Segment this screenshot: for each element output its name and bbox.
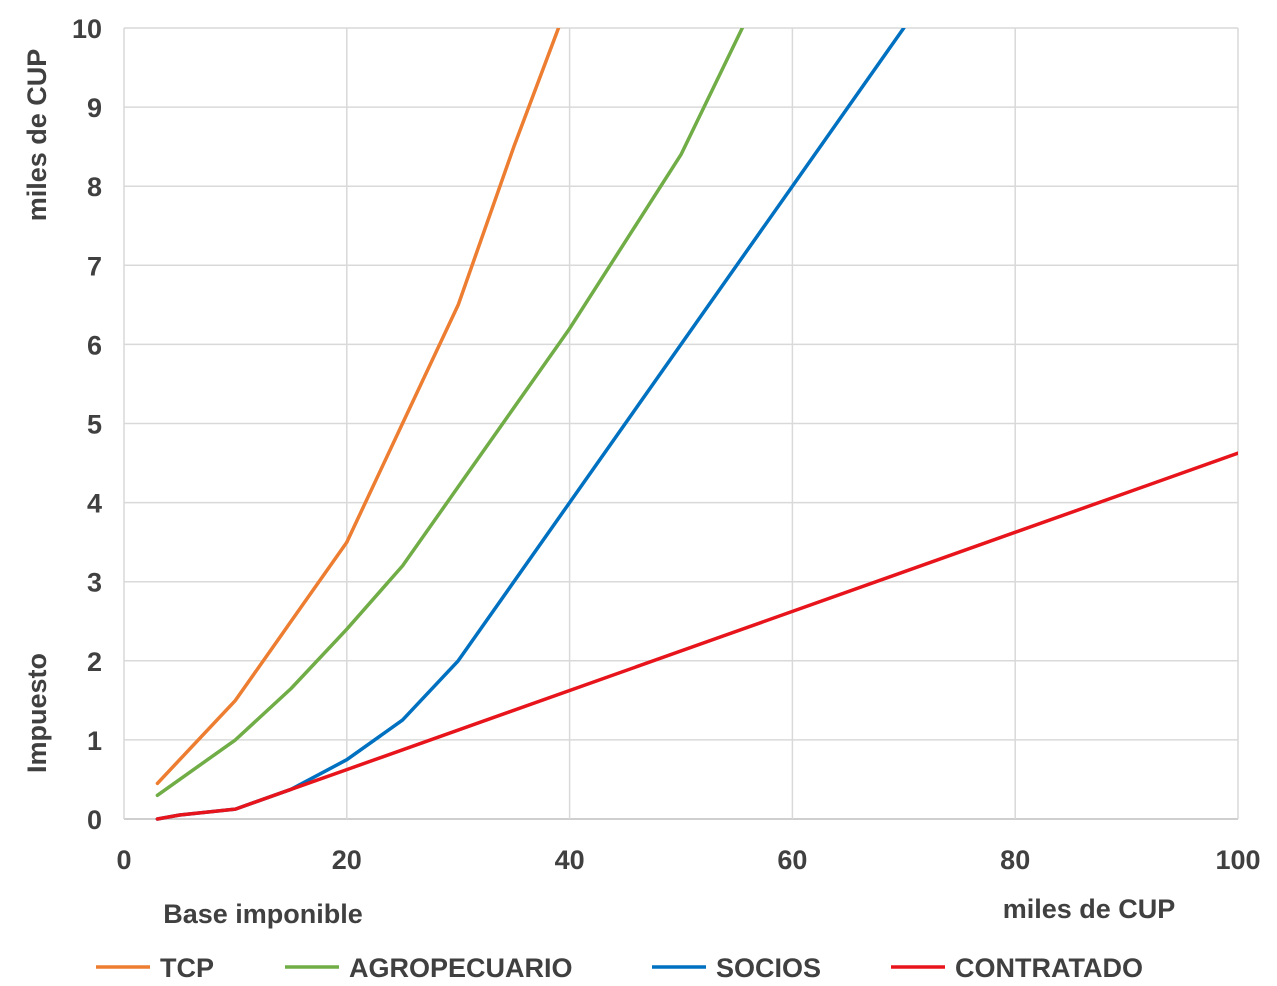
legend-label-contratado: CONTRATADO	[955, 953, 1143, 983]
x-axis-title: Base imponible	[163, 899, 363, 929]
y-tick-label-8: 8	[87, 172, 102, 202]
y-tick-label-6: 6	[87, 330, 102, 360]
legend: TCP AGROPECUARIO SOCIOS CONTRATADO	[96, 953, 1143, 983]
x-tick-label-60: 60	[777, 845, 807, 875]
grid-lines	[123, 27, 1239, 820]
y-tick-label-3: 3	[87, 568, 102, 598]
y-tick-label-9: 9	[87, 93, 102, 123]
legend-label-tcp: TCP	[160, 953, 214, 983]
series-line-contratado	[155, 451, 1238, 821]
y-axis-unit: miles de CUP	[22, 49, 52, 222]
y-tick-label-7: 7	[87, 251, 102, 281]
x-tick-label-80: 80	[1000, 845, 1030, 875]
x-tick-label-100: 100	[1215, 845, 1260, 875]
y-tick-label-0: 0	[87, 805, 102, 835]
y-axis-title: Impuesto	[22, 653, 52, 773]
y-tick-label-4: 4	[87, 489, 102, 519]
y-tick-label-2: 2	[87, 647, 102, 677]
y-tick-label-10: 10	[72, 14, 102, 44]
x-tick-label-40: 40	[555, 845, 585, 875]
x-axis-unit: miles de CUP	[1003, 894, 1176, 924]
x-tick-label-0: 0	[116, 845, 131, 875]
y-tick-label-1: 1	[87, 726, 102, 756]
legend-label-socios: SOCIOS	[716, 953, 821, 983]
legend-label-agropecuario: AGROPECUARIO	[349, 953, 573, 983]
series-line-agropecuario	[155, 28, 745, 798]
y-tick-labels: 0 1 2 3 4 5 6 7 8 9 10	[72, 14, 102, 835]
series-lines	[155, 28, 1238, 821]
y-tick-label-5: 5	[87, 410, 102, 440]
x-tick-labels: 0 20 40 60 80 100	[116, 845, 1260, 875]
x-tick-label-20: 20	[332, 845, 362, 875]
series-line-tcp	[155, 28, 561, 786]
